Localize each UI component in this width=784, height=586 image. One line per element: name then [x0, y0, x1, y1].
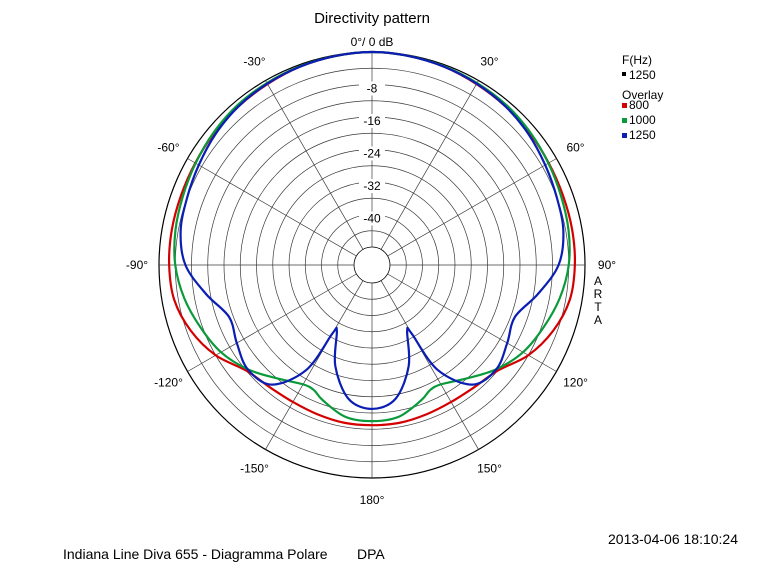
- tick-layer: -8 -16 -24 -32 -40 30° 60° 90° 120° 150° 180° -150°…: [126, 54, 616, 507]
- legend-entry-1000: 1000: [629, 113, 656, 127]
- angle-label: 180°: [360, 493, 385, 507]
- timestamp: 2013-04-06 18:10:24: [608, 531, 738, 547]
- center-ring: [353, 246, 391, 284]
- side-label-char: A: [594, 274, 602, 288]
- radial-tick-label: -16: [363, 114, 381, 128]
- series-line-1000: [173, 50, 571, 423]
- grid-spoke: [380, 280, 479, 450]
- angle-label: -150°: [240, 462, 269, 476]
- grid-spoke: [265, 280, 364, 450]
- angle-label: 150°: [477, 462, 502, 476]
- legend-title: F(Hz): [622, 53, 652, 67]
- radial-tick-bg: [359, 114, 385, 128]
- angle-label: -60°: [157, 141, 179, 155]
- radial-tick-label: -8: [367, 82, 378, 96]
- legend-swatch-1250: [622, 133, 627, 138]
- radial-tick-label: -32: [363, 179, 381, 193]
- angle-label: 30°: [480, 54, 498, 68]
- angle-label: -90°: [126, 258, 148, 272]
- radial-tick-bg: [359, 146, 385, 161]
- angle-label: -120°: [154, 376, 183, 390]
- grid-spoke: [387, 158, 557, 257]
- side-label-char: T: [594, 300, 602, 314]
- series-line-1250: [179, 50, 565, 411]
- top-reference-label: 0°/ 0 dB: [351, 35, 394, 49]
- grid-spoke: [187, 158, 357, 257]
- legend-swatch-800: [622, 103, 627, 108]
- radial-tick-bg: [359, 81, 385, 96]
- side-label: A R T A: [594, 274, 603, 327]
- side-label-char: R: [594, 287, 603, 301]
- side-label-char: A: [594, 313, 602, 327]
- footer-tag: DPA: [357, 546, 385, 562]
- series-layer: [167, 50, 577, 427]
- radial-tick-label: -40: [363, 212, 381, 226]
- angle-label: 90°: [598, 258, 616, 272]
- angle-label: -30°: [243, 54, 265, 68]
- footer-caption: Indiana Line Diva 655 - Diagramma Polare: [63, 546, 328, 562]
- angle-label: 120°: [563, 376, 588, 390]
- legend-current-swatch: [622, 72, 626, 76]
- angle-label: 60°: [566, 141, 584, 155]
- legend-entry-1250: 1250: [629, 128, 656, 142]
- radial-tick-bg: [359, 179, 385, 193]
- radial-tick-bg: [359, 211, 385, 226]
- grid-spoke: [187, 273, 357, 372]
- grid-spoke: [265, 80, 364, 250]
- polar-grid: [158, 51, 586, 479]
- chart-title: Directivity pattern: [314, 10, 430, 27]
- legend-current-value: 1250: [629, 68, 656, 82]
- legend-entry-800: 800: [629, 98, 649, 112]
- radial-tick-label: -24: [363, 147, 381, 161]
- legend-swatch-1000: [622, 118, 627, 123]
- grid-spoke: [380, 80, 479, 250]
- grid-spoke: [387, 273, 557, 372]
- legend-overlay-title: Overlay: [622, 88, 663, 102]
